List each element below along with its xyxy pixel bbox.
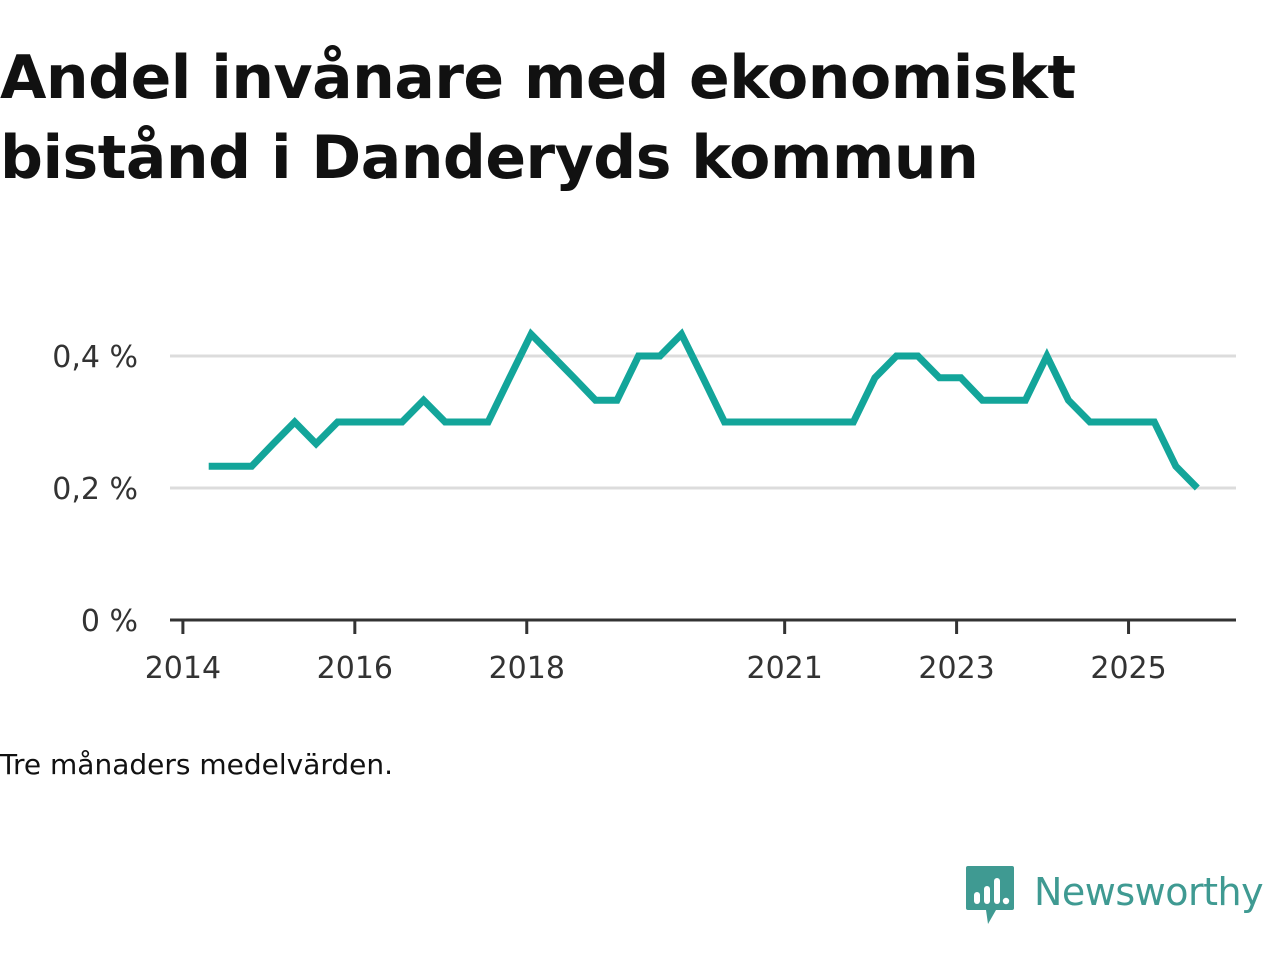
- x-tick-label: 2021: [746, 651, 822, 686]
- y-tick-label: 0,4 %: [52, 340, 138, 375]
- newsworthy-logo-icon: [966, 866, 1014, 924]
- y-tick-label: 0 %: [81, 604, 138, 639]
- y-axis-ticks: 0 % 0,2 % 0,4 %: [52, 340, 138, 639]
- series-layer: [208, 328, 1200, 491]
- x-tick-label: 2018: [489, 651, 565, 686]
- x-axis-ticks: 2014 2016 2018 2021 2023 2025: [145, 620, 1167, 686]
- newsworthy-logo-text: Newsworthy: [1034, 870, 1264, 914]
- chart-note: Tre månaders medelvärden.: [0, 748, 394, 781]
- series-line: [208, 328, 1200, 491]
- x-tick-label: 2014: [145, 651, 221, 686]
- x-tick-label: 2025: [1090, 651, 1166, 686]
- line-chart: 0 % 0,2 % 0,4 % 2014 2016 2018 2021 2023 2025: [52, 328, 1236, 686]
- chart-title: Andel invånare med ekonomiskt bistånd i …: [0, 43, 1076, 193]
- x-tick-label: 2023: [918, 651, 994, 686]
- gridlines: [170, 354, 1236, 490]
- newsworthy-logo[interactable]: Newsworthy: [964, 864, 1264, 926]
- x-tick-label: 2016: [317, 651, 393, 686]
- y-tick-label: 0,2 %: [52, 472, 138, 507]
